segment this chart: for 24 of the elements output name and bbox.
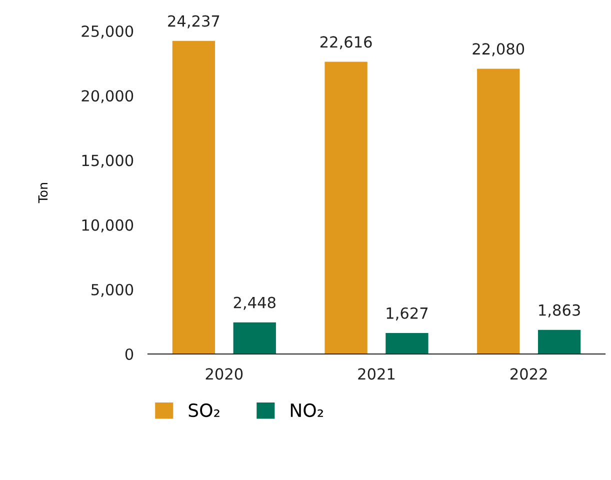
data-label: 1,627 — [386, 307, 428, 320]
data-label: 2,448 — [234, 296, 276, 310]
y-tick-label: 20,000 — [82, 90, 134, 104]
bar — [324, 62, 368, 354]
bar — [386, 332, 428, 354]
legend-label: NO₂ — [290, 403, 323, 418]
y-tick-label: 25,000 — [82, 25, 134, 39]
data-label: 22,616 — [320, 36, 372, 50]
bar — [233, 322, 276, 354]
bar — [538, 330, 581, 354]
y-tick-label: 5,000 — [92, 284, 134, 297]
data-label: 22,080 — [472, 43, 524, 56]
x-tick-label: 2022 — [510, 368, 547, 380]
legend-label: SO₂ — [188, 403, 220, 418]
data-label: 24,237 — [168, 15, 220, 28]
y-tick-label: 15,000 — [82, 154, 134, 168]
x-tick-label: 2021 — [358, 368, 395, 380]
y-axis-title: Ton — [38, 183, 48, 204]
bar — [477, 68, 520, 354]
y-tick-label: 10,000 — [82, 219, 134, 232]
x-tick-label: 2020 — [206, 368, 243, 380]
y-tick-label: 0 — [125, 348, 134, 360]
bar — [172, 40, 216, 354]
data-label: 1,863 — [539, 304, 580, 318]
